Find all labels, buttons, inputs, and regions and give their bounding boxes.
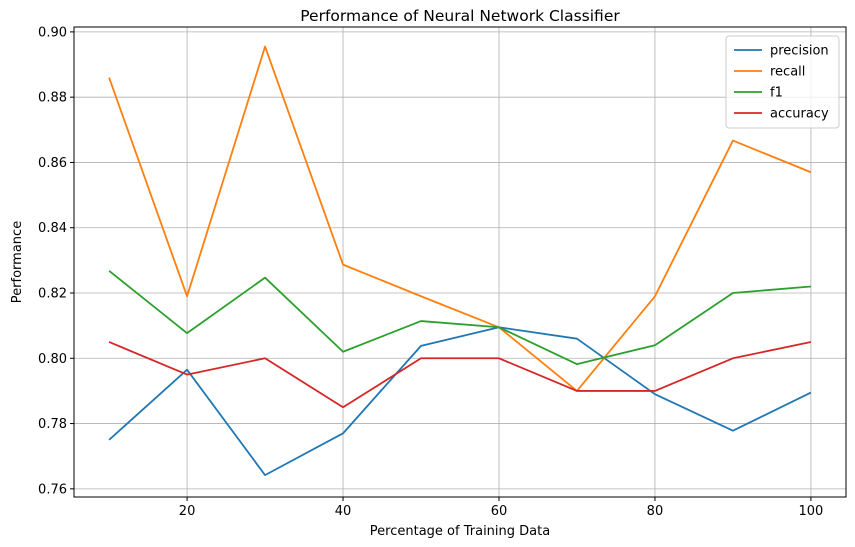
x-tick-label: 40 [335,504,352,519]
legend-label-precision: precision [770,44,829,59]
legend-label-f1: f1 [770,86,783,101]
series-line-precision [108,326,812,477]
axis-ticks: 20 40 60 80 100 0.76 0.78 0.80 0.82 0.84 0.86 0.88 0… [38,25,823,519]
series-line-f1 [108,270,811,366]
x-tick-label: 100 [798,504,823,519]
x-axis-label: Percentage of Training Data [370,524,550,539]
legend-label-accuracy: accuracy [770,107,829,122]
y-tick-label: 0.88 [38,91,67,106]
y-tick-label: 0.86 [38,156,67,171]
x-tick-label: 60 [491,504,508,519]
chart-title: Performance of Neural Network Classifier [300,7,620,25]
series-lines [108,45,812,477]
legend: precision recall f1 accuracy [725,35,840,129]
y-tick-label: 0.84 [38,221,67,236]
x-tick-label: 80 [647,504,664,519]
plot-area [74,27,846,497]
plot-frame [73,26,847,498]
series-line-accuracy [108,341,812,409]
legend-label-recall: recall [770,65,805,80]
y-tick-label: 0.76 [38,482,67,497]
x-tick-label: 20 [179,504,196,519]
legend-box [725,35,840,129]
y-tick-label: 0.78 [38,417,67,432]
y-tick-label: 0.82 [38,287,67,302]
y-axis-label: Performance [10,221,25,303]
series-line-recall [108,45,812,392]
y-tick-label: 0.80 [38,352,67,367]
y-tick-label: 0.90 [38,25,67,40]
